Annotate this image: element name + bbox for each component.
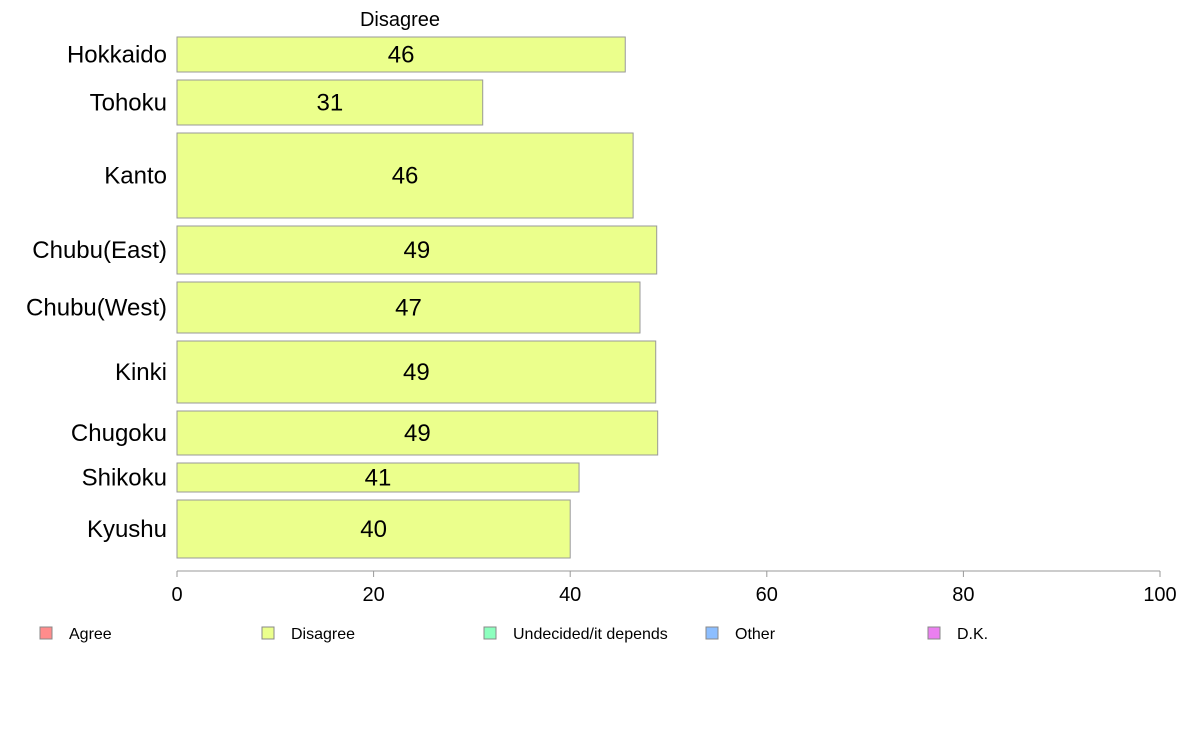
bar-shikoku: [176, 462, 580, 493]
x-tick-label: 60: [756, 584, 778, 606]
x-tick-label: 40: [559, 584, 581, 606]
legend-label: Other: [735, 626, 776, 643]
value-label: 41: [365, 465, 392, 492]
category-label: Chugoku: [71, 420, 167, 447]
bars-group: Hokkaido 46 Tohoku 31 Kanto 46 Chubu(East) 49 Ch…: [26, 36, 659, 559]
x-tick-label: 20: [362, 584, 384, 606]
value-label: 46: [388, 42, 415, 69]
panel-title: Disagree: [360, 9, 440, 31]
legend-swatch: [927, 626, 941, 640]
bar-chugoku: [176, 410, 659, 456]
bar-chubu-east-: [176, 225, 658, 275]
value-label: 46: [392, 163, 419, 190]
bar-kanto: [176, 132, 634, 219]
category-label: Kinki: [115, 359, 167, 386]
legend-label: Agree: [69, 626, 112, 643]
category-label: Chubu(West): [26, 295, 167, 322]
category-label: Shikoku: [82, 465, 167, 492]
category-label: Tohoku: [90, 90, 167, 117]
legend-label: Undecided/it depends: [513, 626, 668, 643]
bar-kinki: [176, 340, 657, 404]
bar-chubu-west-: [176, 281, 641, 334]
bar-kyushu: [176, 499, 571, 559]
value-label: 31: [317, 90, 344, 117]
legend-label: D.K.: [957, 626, 988, 643]
category-label: Hokkaido: [67, 42, 167, 69]
x-axis: 0 20 40 60 80 100: [171, 570, 1177, 606]
value-label: 47: [395, 295, 422, 322]
value-label: 49: [403, 359, 430, 386]
bar-tohoku: [176, 79, 484, 126]
value-label: 49: [404, 420, 431, 447]
legend-swatch: [705, 626, 719, 640]
category-label: Kanto: [104, 163, 167, 190]
category-label: Kyushu: [87, 516, 167, 543]
legend-swatch: [39, 626, 53, 640]
bar-hokkaido: [176, 36, 626, 73]
value-label: 49: [404, 237, 431, 264]
legend-swatch: [261, 626, 275, 640]
legend-swatch: [483, 626, 497, 640]
category-label: Chubu(East): [32, 237, 167, 264]
x-tick-label: 80: [952, 584, 974, 606]
x-tick-label: 0: [171, 584, 182, 606]
x-tick-label: 100: [1143, 584, 1176, 606]
legend: Agree Disagree Undecided/it depends Other D.…: [39, 626, 988, 643]
legend-label: Disagree: [291, 626, 355, 643]
value-label: 40: [360, 516, 387, 543]
